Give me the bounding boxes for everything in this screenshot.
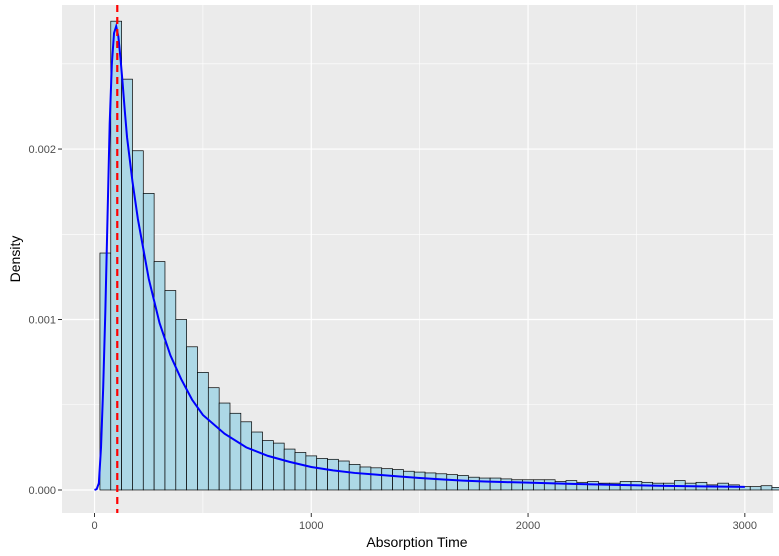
histogram-bar: [587, 481, 599, 491]
histogram-bar: [381, 468, 393, 491]
histogram-bar: [175, 319, 187, 491]
histogram-bar: [403, 470, 415, 491]
histogram-bar: [370, 467, 383, 491]
y-axis-title: Density: [7, 236, 23, 283]
histogram-bars: [99, 20, 779, 491]
histogram-bar: [489, 477, 502, 491]
histogram-bar: [543, 479, 556, 491]
histogram-bar: [142, 193, 155, 491]
histogram-bar: [435, 473, 448, 491]
histogram-bar: [240, 421, 253, 491]
histogram-bar: [338, 460, 350, 491]
x-axis-title: Absorption Time: [366, 534, 467, 550]
histogram-bar: [272, 442, 285, 491]
histogram-bar: [500, 478, 513, 491]
y-tick-label: 0.000: [28, 485, 56, 497]
histogram-bar: [305, 455, 318, 491]
histogram-bar: [294, 452, 307, 491]
histogram-bar: [511, 479, 523, 491]
histogram-bar: [164, 290, 177, 491]
histogram-bar: [533, 479, 545, 491]
histogram-bar: [316, 458, 328, 491]
histogram-bar: [565, 480, 578, 491]
histogram-bar: [348, 464, 361, 491]
x-tick-label: 0: [91, 520, 97, 532]
histogram-bar: [197, 372, 209, 491]
histogram-bar: [229, 412, 242, 491]
density-curve: [94, 22, 745, 491]
x-tick-label: 2000: [516, 520, 540, 532]
histogram-bar: [749, 486, 762, 491]
histogram-bar: [760, 485, 773, 491]
histogram-bar: [771, 487, 779, 491]
histogram-bar: [218, 402, 231, 491]
x-tick-label: 1000: [299, 520, 323, 532]
histogram-bar: [413, 471, 426, 491]
y-axis-ticks: 0.000 0.001 0.002: [28, 144, 62, 497]
histogram-bar: [283, 448, 296, 491]
x-axis-ticks: 0 1000 2000 3000: [91, 513, 757, 532]
histogram-bar: [251, 431, 263, 491]
histogram-bar: [446, 474, 458, 491]
histogram-bar: [424, 472, 437, 491]
histogram-bar: [392, 469, 404, 491]
histogram-bar: [132, 150, 144, 491]
y-tick-label: 0.002: [28, 144, 56, 156]
histogram-bar: [359, 466, 372, 491]
histogram-bar: [262, 440, 274, 491]
histogram-bar: [207, 387, 220, 491]
histogram-bar: [186, 346, 198, 491]
histogram-bar: [457, 475, 469, 491]
histogram-bar: [327, 458, 339, 491]
histogram-bar: [468, 476, 480, 491]
x-tick-label: 3000: [733, 520, 757, 532]
histogram-bar: [522, 479, 534, 491]
y-tick-label: 0.001: [28, 315, 56, 327]
histogram-bar: [478, 477, 491, 491]
histogram-bar: [153, 261, 166, 491]
